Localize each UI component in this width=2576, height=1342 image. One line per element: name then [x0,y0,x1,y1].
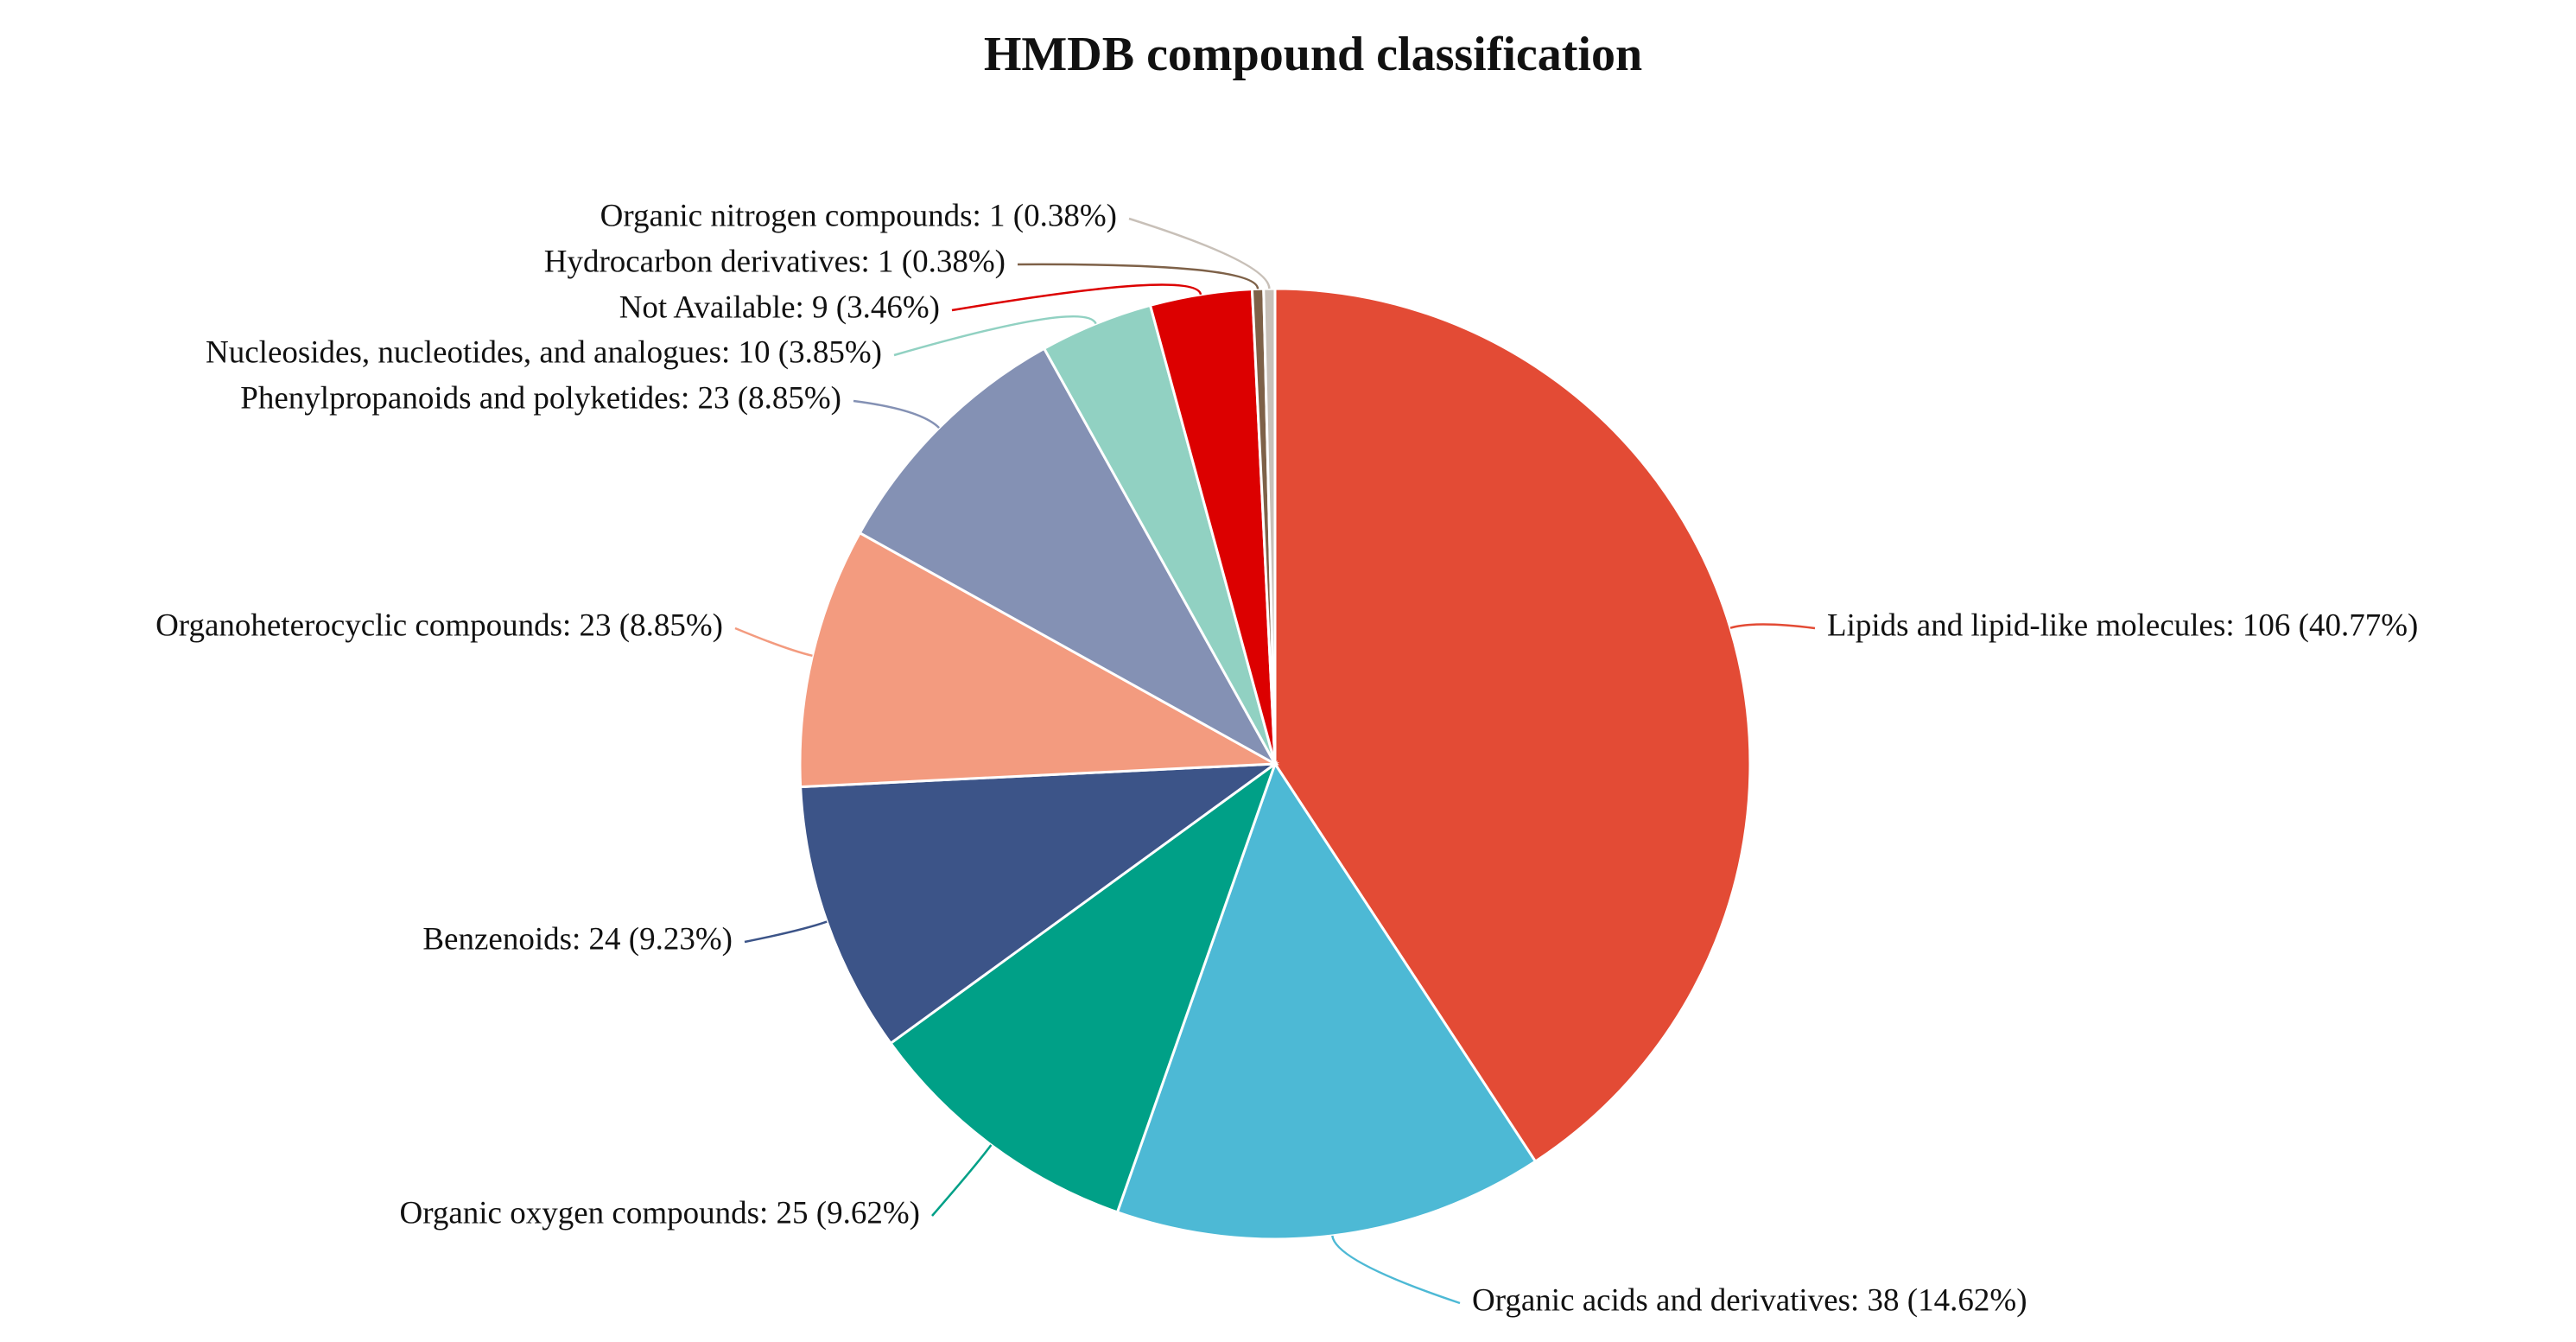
pie-slice [1262,287,1277,765]
slice-label: Lipids and lipid-like molecules: 106 (40… [1827,607,2418,643]
slice-label: Organic oxygen compounds: 25 (9.62%) [399,1195,920,1231]
slice-label: Hydrocarbon derivatives: 1 (0.38%) [544,244,1006,279]
leader-line [1331,1235,1461,1305]
slice-label: Organic acids and derivatives: 38 (14.62… [1472,1282,2027,1318]
leader-line [1017,263,1259,289]
leader-line [853,399,940,429]
chart-title: HMDB compound classification [984,28,1642,81]
slice-label: Benzenoids: 24 (9.23%) [422,921,733,957]
leader-line [893,315,1097,357]
leader-line [734,626,813,658]
leader-line [951,283,1202,312]
leader-line [744,920,828,944]
pie-slice [799,762,1279,1046]
pie-slice [858,347,1278,767]
leader-line [1128,217,1271,289]
slice-label: Organic nitrogen compounds: 1 (0.38%) [600,198,1117,233]
leader-line [931,1144,993,1217]
leader-line [1729,623,1816,630]
slice-label: Not Available: 9 (3.46%) [619,289,940,325]
slice-label: Nucleosides, nucleotides, and analogues:… [206,334,882,370]
pie-slice [798,531,1280,789]
slice-label: Phenylpropanoids and polyketides: 23 (8.… [240,380,841,416]
pie-slice [888,760,1278,1214]
slice-label: Organoheterocyclic compounds: 23 (8.85%) [155,607,723,643]
